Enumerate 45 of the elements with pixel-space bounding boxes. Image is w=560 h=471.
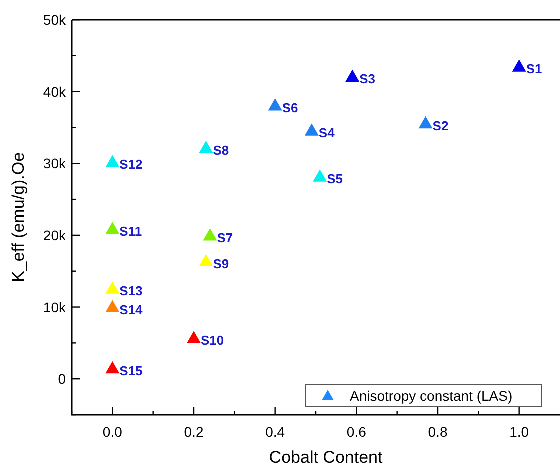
annotation: S4 — [318, 126, 336, 141]
point — [106, 155, 120, 168]
y-tick-label: 40k — [43, 84, 67, 100]
annotation: S2 — [432, 118, 449, 134]
x-tick-label: 0.2 — [184, 424, 204, 440]
y-tick-label: 20k — [43, 227, 67, 244]
point — [106, 282, 120, 294]
point — [106, 361, 120, 374]
point — [418, 116, 433, 129]
point — [199, 254, 214, 267]
point — [304, 124, 319, 136]
annotation: S8 — [213, 142, 230, 158]
x-tick-label: 0.6 — [346, 424, 367, 440]
annotation: S1 — [526, 62, 542, 77]
point — [346, 70, 360, 82]
x-tick-label: 1.0 — [510, 424, 530, 440]
y-tick-label: 10k — [43, 299, 67, 316]
point — [313, 170, 328, 182]
x-axis-title: Cobalt Content — [269, 448, 383, 467]
annotation: S15 — [120, 363, 143, 378]
annotation: S14 — [120, 302, 144, 318]
annotation: S11 — [120, 224, 142, 239]
point — [199, 140, 214, 154]
point — [512, 60, 526, 72]
x-tick-label: 0.4 — [266, 424, 286, 440]
annotation: S12 — [120, 157, 143, 172]
point — [268, 98, 282, 111]
y-tick-label: 30k — [43, 156, 67, 172]
point — [106, 222, 120, 234]
point — [187, 331, 201, 344]
annotation: S6 — [282, 100, 298, 116]
annotation: S5 — [327, 172, 343, 187]
x-tick-label: 0.0 — [102, 424, 123, 440]
y-tick-label: 50k — [43, 12, 67, 28]
y-tick-label: 0 — [58, 371, 66, 388]
annotation: S10 — [201, 333, 224, 348]
annotation: S13 — [120, 284, 143, 299]
annotation: S9 — [213, 256, 230, 272]
y-axis-title: K_eff (emu/g).Oe — [9, 152, 28, 283]
annotation: S3 — [360, 72, 376, 87]
legend-label: Anisotropy constant (LAS) — [350, 388, 513, 404]
point — [203, 228, 218, 241]
point — [106, 300, 120, 313]
annotation: S7 — [217, 230, 234, 246]
x-tick-label: 0.8 — [428, 424, 448, 440]
